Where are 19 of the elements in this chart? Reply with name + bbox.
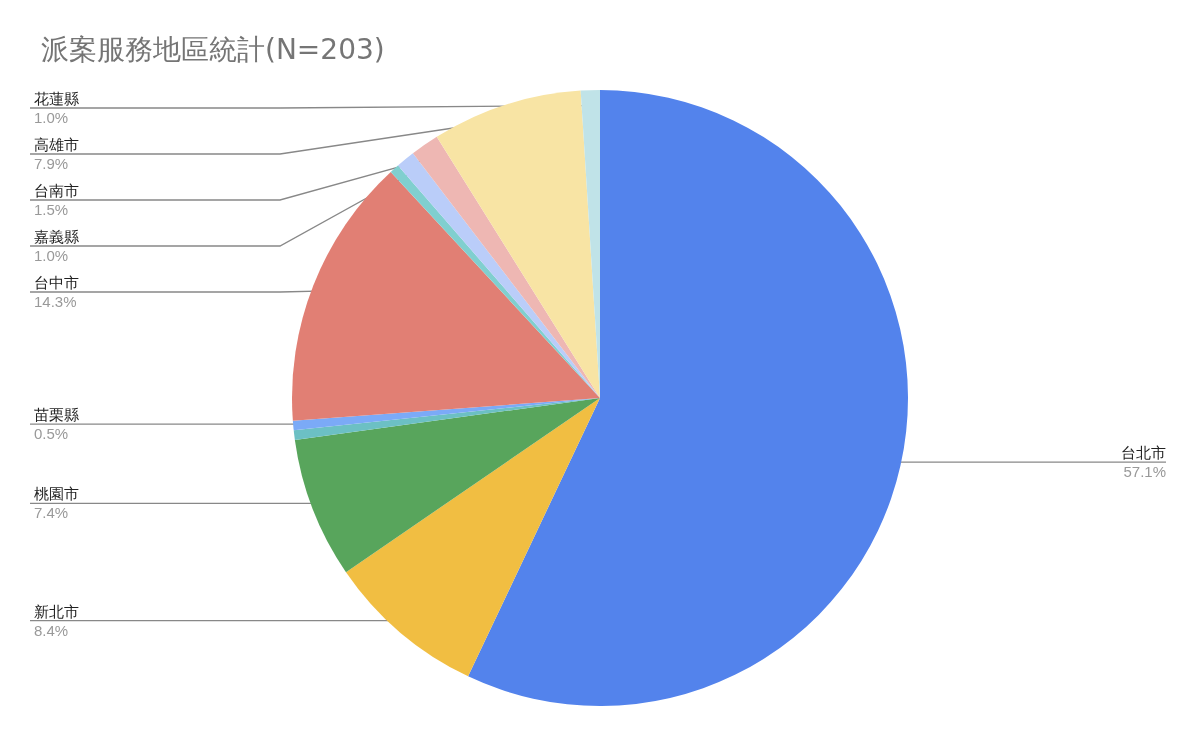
data-label: 7.4% xyxy=(34,504,69,522)
slice-label: 高雄市 xyxy=(34,136,79,153)
slice-label: 嘉義縣 xyxy=(34,228,79,245)
data-label: 0.5% xyxy=(34,425,69,443)
data-label: 1.0% xyxy=(34,247,69,264)
chart-title: 派案服務地區統計(N=203) xyxy=(41,32,385,66)
slice-label: 台中市 xyxy=(34,274,79,291)
slice-label: 台北市 xyxy=(1121,444,1166,462)
slice-label: 新北市 xyxy=(34,602,79,620)
data-label: 14.3% xyxy=(34,293,77,310)
data-label: 1.5% xyxy=(34,201,69,218)
data-label: 57.1% xyxy=(1123,463,1166,481)
data-label: 7.9% xyxy=(34,155,69,172)
slice-label: 苗栗縣 xyxy=(34,406,79,424)
slice-label: 台南市 xyxy=(34,182,79,199)
slice-label: 花蓮縣 xyxy=(34,90,79,107)
slice-label: 桃園市 xyxy=(34,485,79,503)
data-label: 8.4% xyxy=(34,621,69,639)
data-label: 1.0% xyxy=(34,109,69,126)
